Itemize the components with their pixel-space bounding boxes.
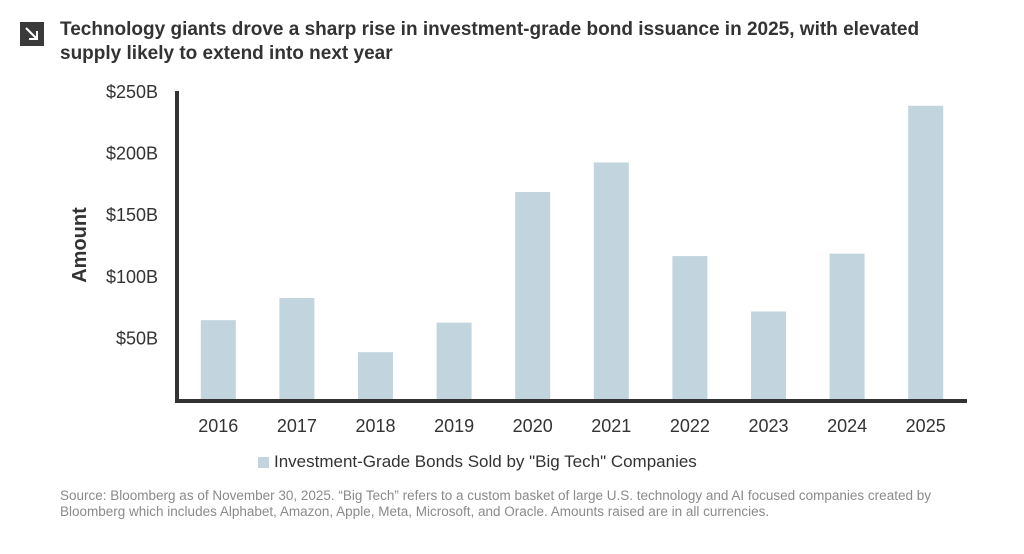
bar-2017 xyxy=(279,297,315,399)
bar-2022 xyxy=(672,256,708,399)
x-tick-label: 2021 xyxy=(591,416,631,436)
arrow-down-right-icon xyxy=(20,22,44,46)
bar-2023 xyxy=(751,311,786,399)
bar-2024 xyxy=(829,253,865,399)
x-tick-label: 2022 xyxy=(670,416,710,436)
x-tick-label: 2017 xyxy=(277,416,317,436)
x-tick-label: 2019 xyxy=(434,416,474,436)
bar-2016 xyxy=(200,320,236,399)
y-axis-label: Amount xyxy=(69,207,91,283)
y-tick-label: $200B xyxy=(106,144,158,164)
x-tick-label: 2020 xyxy=(513,416,553,436)
y-tick-label: $50B xyxy=(116,328,158,348)
y-tick-label: $250B xyxy=(106,82,158,102)
legend-swatch xyxy=(258,456,269,468)
x-tick-label: 2024 xyxy=(827,416,867,436)
bar-chart: $50B $100B $150B $200B $250B 2016 2017 2018 201… xyxy=(69,82,967,436)
x-tick-label: 2018 xyxy=(355,416,395,436)
bar-2025 xyxy=(908,105,944,399)
y-tick-label: $100B xyxy=(106,267,158,287)
bar-2020 xyxy=(515,192,551,399)
legend: Investment-Grade Bonds Sold by "Big Tech… xyxy=(258,452,697,472)
bar-2018 xyxy=(358,352,393,399)
x-tick-label: 2025 xyxy=(906,416,946,436)
x-tick-label: 2023 xyxy=(748,416,788,436)
y-tick-label: $150B xyxy=(106,205,158,225)
chart-title: Technology giants drove a sharp rise in … xyxy=(60,19,920,64)
x-tick-label: 2016 xyxy=(198,416,238,436)
source-note: Source: Bloomberg as of November 30, 202… xyxy=(60,488,931,519)
bar-2021 xyxy=(593,162,629,399)
legend-label: Investment-Grade Bonds Sold by "Big Tech… xyxy=(274,452,697,471)
bar-2019 xyxy=(436,322,472,399)
